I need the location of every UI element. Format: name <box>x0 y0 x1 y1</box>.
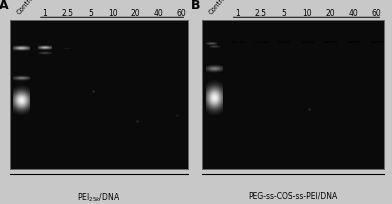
Text: 20: 20 <box>326 8 335 17</box>
Text: 1: 1 <box>236 8 240 17</box>
Text: PEG-ss-COS-ss-PEI/DNA: PEG-ss-COS-ss-PEI/DNA <box>249 191 338 200</box>
Text: 5: 5 <box>88 8 93 17</box>
Text: 5: 5 <box>282 8 287 17</box>
Text: 2.5: 2.5 <box>255 8 267 17</box>
Text: PEI$_{25k}$/DNA: PEI$_{25k}$/DNA <box>77 191 120 203</box>
Text: 10: 10 <box>108 8 118 17</box>
Text: 40: 40 <box>349 8 359 17</box>
Text: 20: 20 <box>131 8 140 17</box>
Text: Control: Control <box>208 0 229 15</box>
Text: 10: 10 <box>303 8 312 17</box>
Text: A: A <box>0 0 9 12</box>
Text: 60: 60 <box>372 8 382 17</box>
Text: 1: 1 <box>43 8 47 17</box>
Text: 60: 60 <box>176 8 186 17</box>
Text: 40: 40 <box>154 8 163 17</box>
Text: 2.5: 2.5 <box>62 8 74 17</box>
Text: Control: Control <box>16 0 37 15</box>
Text: B: B <box>191 0 200 12</box>
